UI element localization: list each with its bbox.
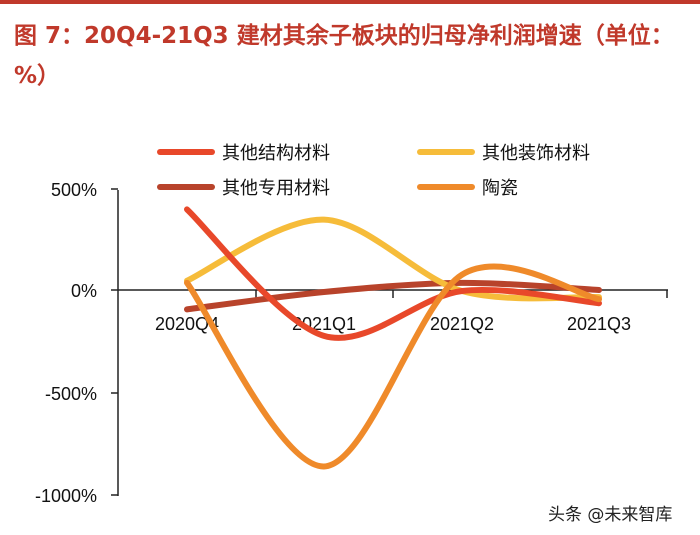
y-tick-label: 500% bbox=[51, 180, 97, 200]
legend-label: 其他专用材料 bbox=[222, 178, 330, 199]
chart-title: 图 7：20Q4-21Q3 建材其余子板块的归母净利润增速（单位：%） bbox=[14, 23, 674, 89]
x-tick-label: 2020Q4 bbox=[155, 314, 219, 334]
y-tick-label: -500% bbox=[45, 384, 97, 404]
x-tick-label: 2021Q2 bbox=[430, 314, 494, 334]
series-line bbox=[184, 279, 602, 313]
y-tick-label: 0% bbox=[71, 281, 97, 301]
y-tick-label: -1000% bbox=[35, 486, 97, 506]
series-line bbox=[184, 216, 602, 302]
legend-label: 其他结构材料 bbox=[222, 143, 330, 164]
x-tick-label: 2021Q3 bbox=[567, 314, 631, 334]
top-rule bbox=[0, 0, 700, 4]
watermark-text: 头条 @未来智库 bbox=[548, 505, 673, 525]
legend-label: 陶瓷 bbox=[482, 178, 518, 199]
series-line bbox=[184, 263, 602, 470]
legend-label: 其他装饰材料 bbox=[482, 143, 590, 164]
series-line bbox=[184, 206, 602, 341]
